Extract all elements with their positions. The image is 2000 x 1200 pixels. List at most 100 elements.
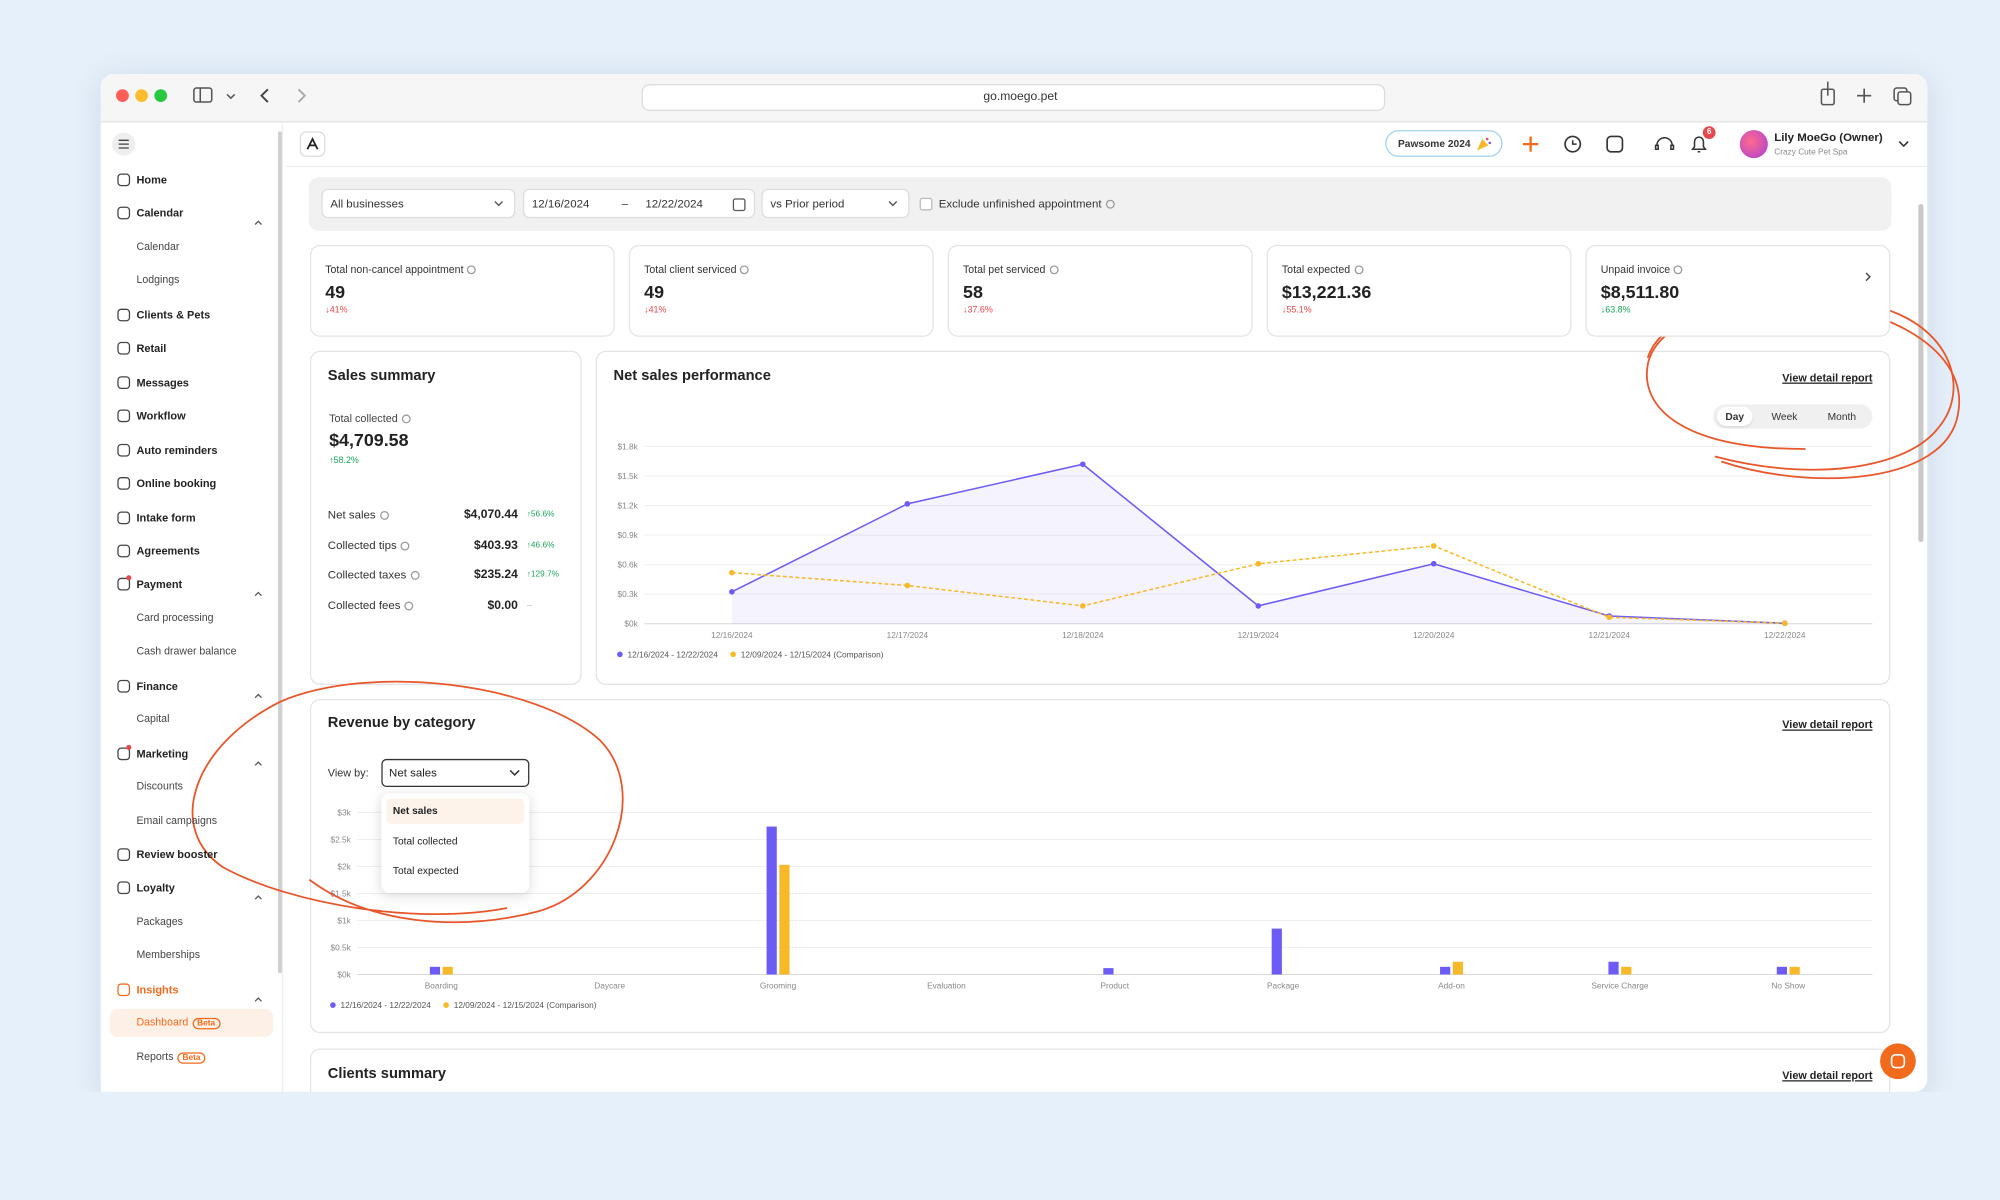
nav-item[interactable]: Auto reminders	[136, 443, 217, 456]
avatar[interactable]	[1739, 130, 1768, 159]
nav-item[interactable]: Cash drawer balance	[136, 645, 236, 659]
chevron-right	[1865, 272, 1871, 282]
back-icon[interactable]	[260, 88, 269, 103]
compare-select[interactable]	[761, 188, 910, 219]
sales-row-change: ↑129.7%	[526, 570, 560, 580]
nav-item[interactable]: Calendar	[136, 207, 183, 220]
nav-item[interactable]: Loyalty	[136, 882, 174, 895]
legend-label: 12/09/2024 - 12/15/2024 (Comparison)	[741, 649, 884, 659]
add-button[interactable]	[1522, 136, 1539, 152]
clients-summary-link[interactable]: View detail report	[1782, 1068, 1873, 1082]
option-highlight	[386, 798, 525, 824]
exclude-text: Exclude unfinished appointment	[938, 197, 1102, 210]
legend-swatch	[330, 1002, 336, 1008]
notification-count: 6	[1706, 127, 1712, 137]
nav-item[interactable]: Payment	[136, 578, 182, 591]
total-collected-label: Total collected	[329, 412, 411, 425]
nav-label: Reports	[136, 1049, 174, 1063]
sales-summary-card	[309, 350, 582, 685]
kpi-label-text: Total non-cancel appointment	[325, 262, 464, 276]
dropdown-option[interactable]: Total collected	[392, 835, 458, 847]
nav-item[interactable]: Intake form	[136, 511, 195, 524]
y-tick-label: $0k	[337, 969, 351, 979]
date-range[interactable]	[522, 188, 756, 219]
kpi-change: ↓63.8%	[1600, 305, 1631, 315]
y-tick-label: $3k	[337, 807, 351, 817]
data-point	[1080, 461, 1086, 468]
promo-pill[interactable]	[1385, 130, 1503, 157]
dropdown-option[interactable]: Total expected	[392, 865, 459, 877]
nav-item[interactable]: Workflow	[136, 409, 185, 422]
kpi-card	[1266, 244, 1572, 337]
data-point	[1606, 614, 1613, 621]
sidebar-toggle-icon[interactable]	[193, 87, 213, 103]
nav-label: Loyalty	[136, 881, 175, 895]
nav-item[interactable]: Card processing	[136, 610, 214, 625]
nav-label: Card processing	[136, 610, 214, 624]
info-icon	[1674, 265, 1683, 275]
nav-item[interactable]: Dashboard Beta	[136, 1016, 221, 1030]
nav-item[interactable]: Reports Beta	[136, 1049, 206, 1064]
data-point	[1080, 603, 1086, 609]
nav-icon	[117, 544, 131, 558]
chat-button[interactable]	[1880, 1043, 1916, 1080]
sales-row-change: ↑46.6%	[526, 540, 555, 550]
support-icon[interactable]	[1654, 137, 1675, 150]
forward-icon[interactable]	[297, 88, 307, 103]
nav-item[interactable]: Messages	[136, 376, 188, 389]
nav-item[interactable]: Memberships	[136, 948, 200, 962]
nav-item[interactable]: Clients & Pets	[136, 308, 210, 321]
y-tick-label: $1.5k	[330, 888, 351, 898]
period-tab[interactable]: Week	[1771, 410, 1798, 422]
nav-item[interactable]: Review booster	[136, 848, 217, 861]
exclude-checkbox[interactable]	[919, 197, 933, 211]
address-bar[interactable]	[641, 84, 1386, 111]
x-tick-label: Grooming	[760, 981, 797, 991]
app-logo[interactable]	[299, 131, 326, 157]
nav-item[interactable]: Calendar	[136, 240, 179, 254]
data-point	[729, 589, 735, 595]
close-dot[interactable]	[116, 89, 129, 103]
download-icon[interactable]	[1606, 135, 1624, 153]
nav-item[interactable]: Capital	[136, 712, 169, 726]
nav-item[interactable]: Retail	[136, 342, 166, 355]
y-tick-label: $1k	[337, 915, 351, 925]
nav-item[interactable]: Lodgings	[136, 273, 179, 288]
bell-icon[interactable]	[1691, 136, 1707, 153]
y-tick-label: $2k	[337, 861, 351, 871]
nav-item[interactable]: Finance	[136, 679, 177, 692]
nav-item[interactable]: Email campaigns	[136, 813, 217, 828]
browser-icons	[193, 81, 1912, 106]
nav-item[interactable]: Packages	[136, 914, 182, 929]
nav-item[interactable]: Online booking	[136, 477, 216, 490]
sales-row-label: Collected fees	[328, 599, 414, 613]
nav-item[interactable]: Discounts	[136, 779, 183, 794]
user-name[interactable]: Lily MoeGo (Owner)	[1774, 130, 1883, 144]
dropdown-option[interactable]: Net sales	[392, 805, 438, 817]
nav-item[interactable]: Home	[136, 173, 166, 186]
x-tick-label: 12/19/2024	[1238, 630, 1280, 640]
kpi-arrow[interactable]	[1865, 265, 1873, 282]
legend-swatch	[730, 651, 736, 658]
x-tick-label: Product	[1101, 981, 1130, 991]
business-select[interactable]	[321, 188, 516, 219]
filter-icons	[494, 198, 898, 212]
user-menu-chevron[interactable]	[1898, 140, 1909, 148]
total-collected-change: ↑58.2%	[329, 456, 359, 466]
nav-item[interactable]: Marketing	[136, 747, 188, 760]
sidebar-scrollbar	[278, 131, 282, 974]
zoom-dot[interactable]	[154, 89, 168, 103]
period-tab[interactable]: Month	[1827, 410, 1857, 422]
tab-menu-icon[interactable]	[226, 93, 236, 100]
period-tab[interactable]: Day	[1725, 410, 1745, 422]
exclude-label: Exclude unfinished appointment	[939, 197, 1115, 211]
nav-icon	[117, 477, 131, 490]
revenue-link[interactable]: View detail report	[1782, 717, 1873, 731]
minimize-dot[interactable]	[135, 89, 148, 103]
kpi-value: 58	[963, 281, 983, 302]
nav-item[interactable]: Agreements	[136, 544, 199, 557]
nav-label: Discounts	[136, 779, 183, 793]
clock-icon[interactable]	[1564, 135, 1582, 153]
info-icon	[401, 414, 411, 424]
nav-item[interactable]: Insights	[136, 983, 178, 996]
